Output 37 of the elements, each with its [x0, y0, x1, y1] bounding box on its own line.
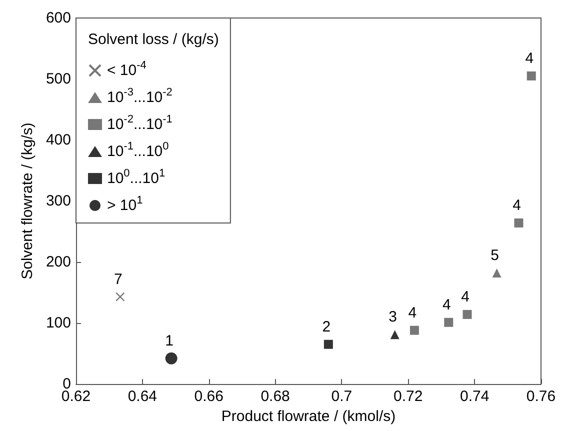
annotation: 4 [442, 296, 451, 314]
x-tick-label: 0.7 [331, 388, 352, 405]
point [116, 292, 125, 302]
annotation: 1 [165, 332, 174, 350]
point [514, 218, 524, 228]
point [390, 330, 400, 340]
y-tick-label: 300 [46, 192, 71, 210]
x-tick-label: 0.72 [394, 388, 423, 405]
point [462, 310, 472, 319]
annotation: 4 [408, 304, 417, 322]
annotation: 3 [388, 308, 398, 326]
point [444, 318, 454, 327]
y-tick-label: 200 [46, 254, 71, 270]
x-tick-label: 0.68 [260, 388, 290, 405]
x-tick-label: 0.62 [61, 388, 91, 405]
x-tick-label: 0.64 [128, 388, 158, 405]
annotation: 7 [114, 270, 122, 288]
y-tick-label: 600 [46, 10, 71, 26]
annotation: 2 [322, 318, 331, 336]
point [324, 340, 333, 349]
point [526, 71, 536, 80]
x-axis-title: Product flowrate / (kmol/s) [221, 408, 396, 425]
annotation: 4 [461, 288, 470, 306]
y-axis-title: Solvent flowrate / (kg/s) [19, 122, 36, 280]
x-tick-label: 0.66 [194, 388, 224, 405]
point [410, 326, 419, 335]
annotation: 4 [512, 196, 521, 214]
annotation: 4 [525, 50, 534, 67]
x-tick-label: 0.76 [526, 388, 556, 405]
y-tick-label: 500 [46, 70, 71, 88]
point [165, 352, 178, 364]
point [492, 268, 502, 278]
y-tick-label: 400 [46, 132, 71, 148]
legend-title: Solvent loss / (kg/s) [88, 31, 219, 48]
y-tick-label: 100 [46, 314, 71, 332]
annotation: 5 [490, 246, 499, 264]
x-tick-label: 0.74 [460, 388, 490, 405]
